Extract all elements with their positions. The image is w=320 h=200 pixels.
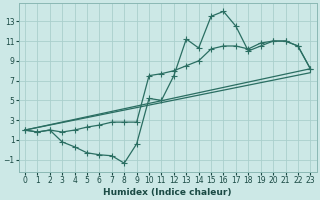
X-axis label: Humidex (Indice chaleur): Humidex (Indice chaleur) — [103, 188, 232, 197]
